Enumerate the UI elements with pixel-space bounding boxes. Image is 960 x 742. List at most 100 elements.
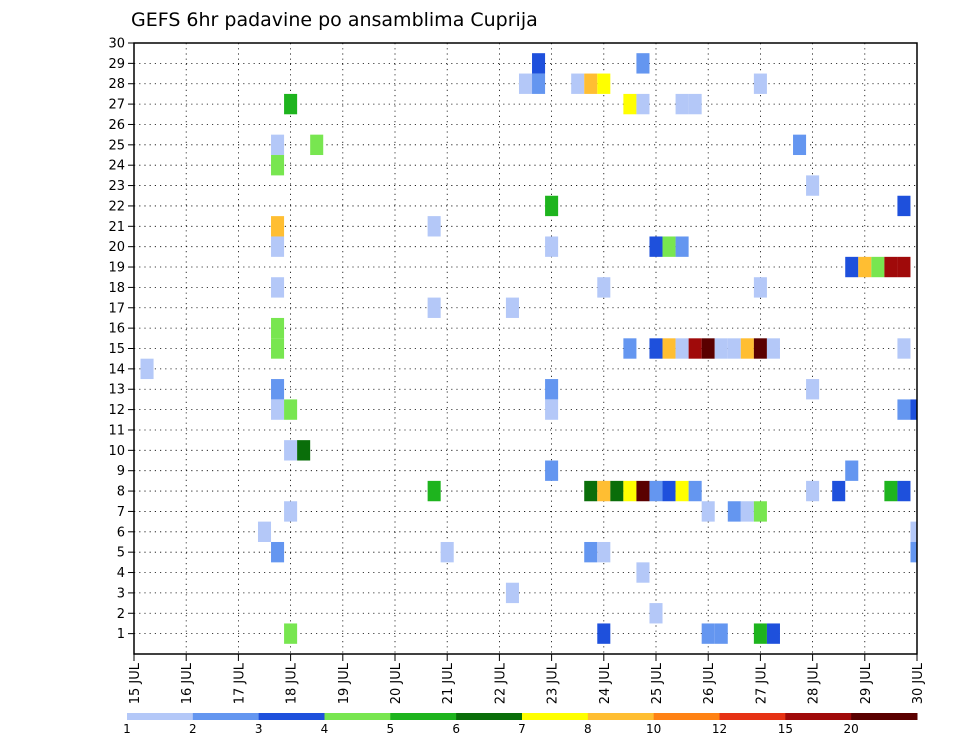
precip-cell [597, 73, 611, 94]
precip-cell [701, 338, 715, 359]
precip-cell [271, 236, 285, 257]
y-tick-label: 6 [117, 525, 125, 540]
precip-cell [649, 603, 663, 624]
precip-cell [271, 541, 285, 563]
y-tick-label: 24 [108, 159, 125, 174]
precipitation-cells [140, 53, 917, 644]
colorbar-swatch [522, 713, 589, 720]
precip-cell [610, 480, 624, 502]
y-tick-label: 23 [108, 179, 125, 194]
precip-cell [623, 338, 637, 359]
y-tick-label: 7 [117, 505, 125, 520]
y-tick-label: 18 [108, 281, 125, 296]
colorbar-swatch [851, 713, 918, 720]
x-tick-label: 17 JUL [232, 662, 247, 704]
precip-cell [753, 277, 767, 298]
precip-cell [597, 480, 611, 502]
y-tick-label: 29 [108, 57, 125, 72]
precip-cell [897, 338, 911, 359]
precip-cell [584, 541, 598, 563]
colorbar: 1 2 3 4 5 6 7 8 10 12 15 20 [123, 713, 918, 736]
precip-cell [623, 480, 637, 502]
x-tick-label: 26 JUL [702, 662, 717, 704]
y-tick-label: 1 [117, 627, 125, 642]
y-tick-label: 9 [117, 464, 125, 479]
y-tick-label: 22 [108, 199, 125, 214]
x-tick-label: 20 JUL [389, 662, 404, 704]
x-tick-label: 28 JUL [807, 662, 822, 704]
precip-cell [271, 134, 285, 156]
y-tick-label: 11 [108, 423, 125, 438]
precip-cell [271, 155, 285, 176]
precip-cell [545, 460, 559, 481]
precip-cell [753, 623, 767, 644]
precip-cell [766, 338, 780, 359]
precip-cell [140, 358, 154, 380]
precip-cell [688, 93, 702, 115]
y-tick-label: 14 [108, 362, 125, 377]
precip-cell [545, 379, 559, 400]
precip-cell [636, 562, 650, 583]
colorbar-swatch [127, 713, 194, 720]
precip-cell [910, 521, 917, 542]
precip-cell [271, 277, 285, 298]
y-tick-label: 4 [117, 566, 125, 581]
precip-cell [623, 93, 637, 115]
colorbar-swatch [653, 713, 720, 720]
colorbar-swatch [587, 713, 655, 720]
y-tick-label: 8 [117, 485, 125, 500]
y-tick-label: 19 [108, 261, 125, 276]
precip-cell [714, 338, 728, 359]
precip-cell [310, 134, 324, 156]
precip-cell [910, 399, 917, 420]
x-tick-label: 16 JUL [180, 662, 195, 704]
colorbar-label: 7 [518, 722, 526, 736]
colorbar-label: 6 [452, 722, 460, 736]
precip-cell [545, 399, 559, 420]
y-tick-label: 28 [108, 77, 125, 92]
precip-cell [675, 338, 689, 359]
precip-cell [897, 256, 911, 278]
precip-cell [662, 338, 676, 359]
precip-cell [727, 338, 741, 359]
colorbar-swatch [785, 713, 852, 720]
x-tick-label: 30 JUL [911, 662, 926, 704]
x-tick-label: 27 JUL [754, 662, 769, 704]
precip-cell [545, 195, 559, 217]
precip-cell [662, 480, 676, 502]
y-tick-label: 2 [117, 607, 125, 622]
precip-cell [636, 53, 650, 74]
colorbar-label: 20 [844, 722, 859, 736]
precip-cell [858, 256, 872, 278]
x-tick-label: 24 JUL [598, 662, 613, 704]
precip-cell [636, 93, 650, 115]
y-tick-label: 16 [108, 322, 125, 337]
y-tick-label: 5 [117, 546, 125, 561]
precip-cell [284, 440, 298, 461]
x-tick-label: 18 JUL [285, 662, 300, 704]
colorbar-swatch [192, 713, 260, 720]
precip-cell [649, 480, 663, 502]
colorbar-label: 10 [646, 722, 661, 736]
x-tick-label: 21 JUL [441, 662, 456, 704]
y-tick-label: 30 [108, 37, 125, 52]
precip-cell [545, 236, 559, 257]
precip-cell [571, 73, 585, 94]
precip-cell [701, 501, 715, 522]
precip-cell [597, 277, 611, 298]
y-tick-label: 25 [108, 138, 125, 153]
precip-cell [297, 440, 311, 461]
precip-cell [688, 480, 702, 502]
precip-cell [584, 73, 598, 94]
precip-cell [597, 623, 611, 644]
x-tick-label: 25 JUL [650, 662, 665, 704]
precip-cell [740, 338, 754, 359]
precip-cell [806, 379, 820, 400]
x-tick-label: 29 JUL [859, 662, 874, 704]
precip-cell [753, 73, 767, 94]
precip-cell [532, 73, 546, 94]
colorbar-label: 5 [387, 722, 395, 736]
colorbar-label: 4 [321, 722, 329, 736]
precip-cell [910, 541, 917, 563]
precip-cell [845, 460, 859, 481]
